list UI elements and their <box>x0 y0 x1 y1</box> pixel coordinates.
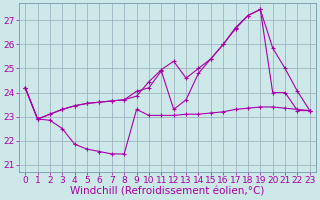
X-axis label: Windchill (Refroidissement éolien,°C): Windchill (Refroidissement éolien,°C) <box>70 187 265 197</box>
